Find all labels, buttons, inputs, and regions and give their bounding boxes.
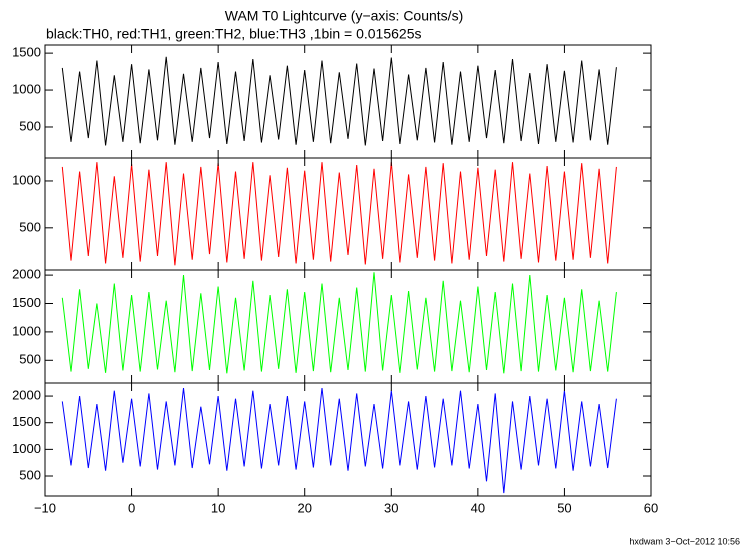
x-tick-label: 40 <box>471 500 485 515</box>
x-tick-label: 0 <box>128 500 135 515</box>
light-curve <box>61 162 617 266</box>
footer: hxdwam 3−Oct−2012 10:56 <box>629 536 740 546</box>
y-tick-label: 2000 <box>12 387 41 402</box>
chart-title: WAM T0 Lightcurve (y−axis: Counts/s) <box>225 8 463 24</box>
light-curve <box>61 388 617 494</box>
y-tick-label: 1000 <box>12 172 41 187</box>
y-tick-label: 1000 <box>12 81 41 96</box>
x-tick-label: 20 <box>297 500 311 515</box>
y-tick-label: 500 <box>19 219 41 234</box>
x-tick-label: 50 <box>557 500 571 515</box>
x-tick-label: 60 <box>644 500 658 515</box>
y-tick-label: 1500 <box>12 295 41 310</box>
y-tick-label: 500 <box>19 118 41 133</box>
y-tick-label: 1000 <box>12 323 41 338</box>
light-curve <box>61 272 617 374</box>
y-tick-label: 500 <box>19 352 41 367</box>
light-curve <box>61 56 617 146</box>
y-tick-label: 1500 <box>12 414 41 429</box>
x-tick-label: 30 <box>384 500 398 515</box>
panel-frame <box>44 382 652 497</box>
y-tick-label: 1000 <box>12 441 41 456</box>
chart-subtitle: black:TH0, red:TH1, green:TH2, blue:TH3 … <box>46 26 421 42</box>
x-tick-label: 10 <box>211 500 225 515</box>
x-tick-label: −10 <box>34 500 56 515</box>
y-tick-label: 1500 <box>12 45 41 60</box>
y-tick-label: 500 <box>19 467 41 482</box>
y-tick-label: 2000 <box>12 267 41 282</box>
